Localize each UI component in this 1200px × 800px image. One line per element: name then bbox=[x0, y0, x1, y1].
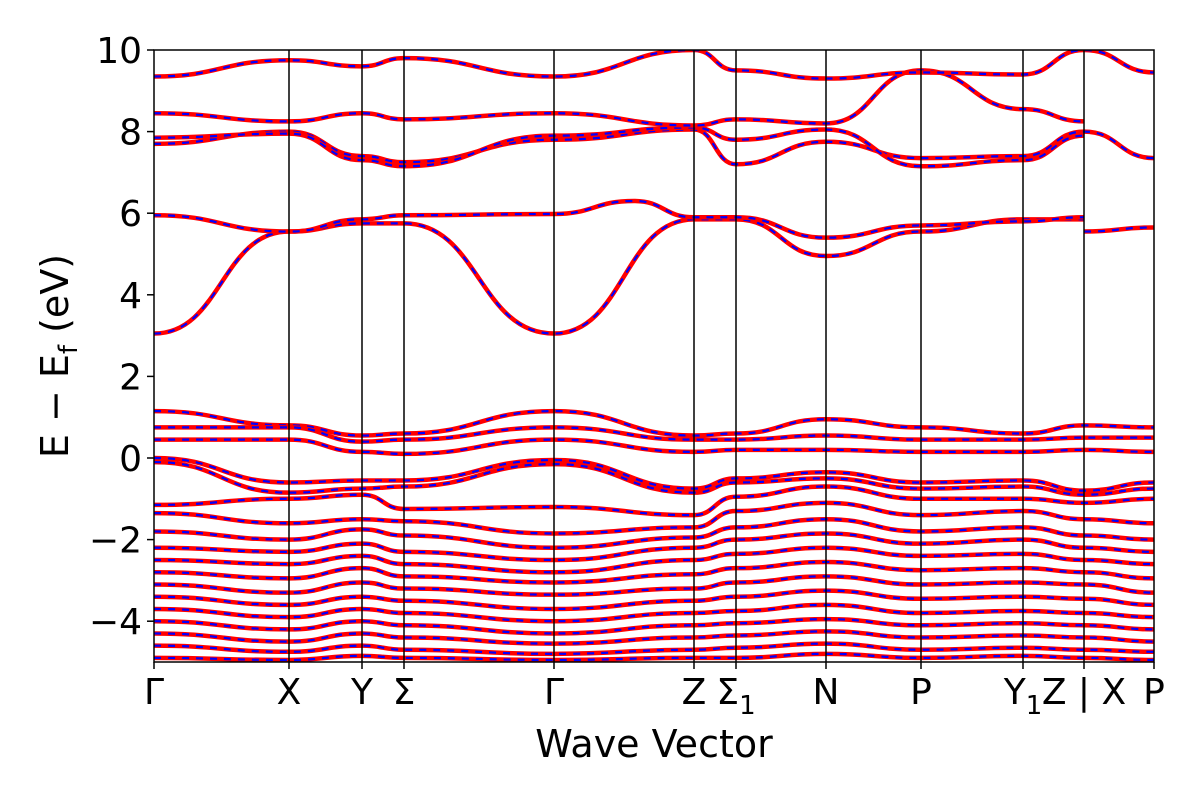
band-2-dashed bbox=[1083, 226, 1154, 233]
band-9-dashed bbox=[154, 438, 1154, 456]
x-tick-label-1-main: X bbox=[277, 672, 302, 713]
x-tick-label-2-main: Y bbox=[350, 672, 374, 713]
x-tick-label-0: Γ bbox=[144, 672, 164, 713]
x-tick-label-10-main: Z | X bbox=[1042, 672, 1126, 713]
high-symmetry-lines bbox=[288, 50, 1085, 662]
band-13-dashed bbox=[154, 501, 1154, 535]
y-tick-label-7: 10 bbox=[96, 31, 142, 72]
x-tick-label-4-main: Γ bbox=[544, 672, 564, 713]
y-tick-label-2: 0 bbox=[119, 439, 142, 480]
x-tick-label-6-main: Σ bbox=[716, 672, 739, 713]
x-tick-label-1: X bbox=[277, 672, 302, 713]
x-tick-label-5: Z bbox=[682, 672, 707, 713]
y-tick-label-3: 2 bbox=[119, 357, 142, 398]
band-0-dashed bbox=[154, 218, 1084, 335]
x-tick-label-7-main: N bbox=[813, 672, 840, 713]
x-tick-label-9-sub: 1 bbox=[1026, 691, 1043, 721]
x-tick-label-0-main: Γ bbox=[144, 672, 164, 713]
band-19-dashed bbox=[154, 589, 1154, 611]
x-tick-label-11-main: P bbox=[1143, 672, 1165, 713]
x-tick-label-9-main: Y bbox=[1003, 672, 1027, 713]
band-18-dashed bbox=[154, 575, 1154, 596]
x-tick-label-9: Y1 bbox=[1003, 672, 1043, 721]
y-axis-label: E − Ef (eV) bbox=[33, 254, 84, 458]
x-tick-label-11: P bbox=[1143, 672, 1165, 713]
band-20-dashed bbox=[154, 603, 1154, 623]
band-14-dashed bbox=[154, 518, 1154, 549]
y-axis-label-unit: (eV) bbox=[33, 254, 77, 345]
y-tick-label-6: 8 bbox=[119, 113, 142, 154]
x-tick-label-5-main: Z bbox=[682, 672, 707, 713]
y-axis-label-main: E − E bbox=[33, 354, 77, 458]
y-tick-label-1: −2 bbox=[89, 521, 142, 562]
band-21-dashed bbox=[154, 618, 1154, 635]
y-tick-label-0: −4 bbox=[89, 602, 142, 643]
x-tick-label-3-main: Σ bbox=[393, 672, 416, 713]
plot-frame bbox=[153, 49, 1155, 663]
x-tick-label-4: Γ bbox=[544, 672, 564, 713]
x-axis-label: Wave Vector bbox=[535, 722, 773, 766]
y-tick-label-5: 6 bbox=[119, 194, 142, 235]
x-tick-label-2: Y bbox=[350, 672, 374, 713]
x-tick-label-7: N bbox=[813, 672, 840, 713]
band-8-dashed bbox=[154, 426, 1154, 443]
band-7-dashed bbox=[154, 409, 1154, 437]
band-4-dashed bbox=[154, 126, 1085, 168]
band-10-dashed bbox=[154, 456, 1154, 492]
x-tick-label-6-sub: 1 bbox=[739, 691, 756, 721]
band-5-dashed bbox=[154, 69, 1085, 127]
x-tick-label-6: Σ1 bbox=[716, 672, 755, 721]
band-23-dashed bbox=[154, 642, 1154, 655]
x-tick-label-10: Z | X bbox=[1042, 672, 1126, 713]
y-axis-label-sub: f bbox=[54, 344, 84, 354]
y-axis-ticks: −4 −2 0 2 4 6 8 10 bbox=[89, 31, 154, 643]
x-tick-label-3: Σ bbox=[393, 672, 416, 713]
x-tick-label-8-main: P bbox=[910, 672, 932, 713]
x-tick-label-8: P bbox=[910, 672, 932, 713]
y-tick-label-4: 4 bbox=[119, 276, 142, 317]
band-1-dashed bbox=[154, 199, 1085, 239]
band-22-dashed bbox=[154, 630, 1154, 645]
